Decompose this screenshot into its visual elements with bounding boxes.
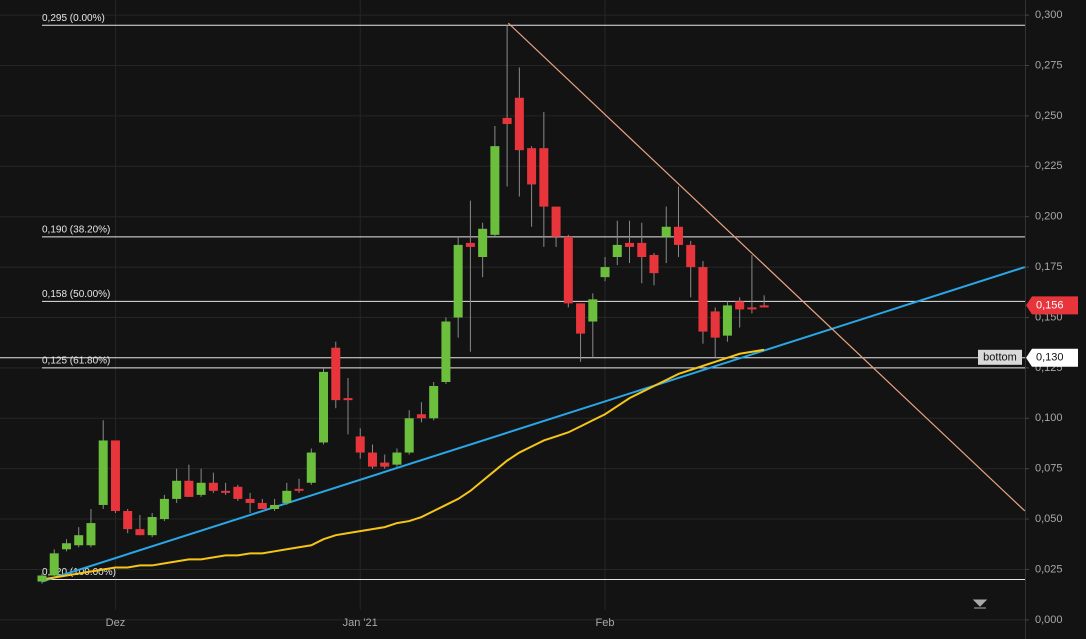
bottom-tag-label: 0,130	[1036, 352, 1064, 364]
candle-body	[159, 498, 169, 520]
candle-body	[172, 480, 182, 499]
scroll-icon[interactable]	[972, 599, 988, 609]
candle-body	[416, 414, 426, 419]
candle-body	[355, 436, 365, 453]
fib-label: 0,125 (61.80%)	[42, 356, 110, 367]
bottom-tag	[1026, 348, 1078, 367]
candle-body	[74, 535, 84, 546]
candle-body	[208, 482, 218, 491]
y-tick-label: 0,275	[1035, 59, 1063, 71]
candle-body	[319, 371, 329, 443]
candle-body	[233, 486, 243, 499]
y-tick-label: 0,050	[1035, 513, 1063, 525]
candle-body	[551, 206, 561, 237]
fib-label: 0,295 (0.00%)	[42, 13, 105, 24]
candle-body	[429, 386, 439, 419]
candle-body	[649, 254, 659, 274]
moving-average	[41, 348, 765, 581]
candle-body	[110, 440, 120, 511]
candle-body	[184, 480, 194, 497]
fib-label: 0,158 (50.00%)	[42, 289, 110, 300]
candle-body	[637, 242, 647, 258]
candle-body	[502, 117, 512, 124]
candle-body	[600, 267, 610, 278]
y-tick-label: 0,000	[1035, 614, 1063, 626]
price-tag	[1026, 296, 1078, 315]
y-tick-label: 0,250	[1035, 110, 1063, 122]
candle-body	[221, 490, 231, 493]
candle-body	[625, 242, 635, 247]
candle-body	[759, 305, 769, 308]
candle-body	[135, 529, 145, 536]
candle-body	[98, 440, 108, 505]
candle-body	[539, 148, 549, 207]
price-tag-label: 0,156	[1036, 299, 1064, 311]
bottom-name: bottom	[983, 352, 1017, 364]
candle-body	[37, 575, 47, 582]
candle-body	[490, 146, 500, 235]
candle-body	[686, 244, 696, 268]
candle-body	[257, 502, 267, 509]
candle-body	[245, 498, 255, 503]
candle-body	[747, 307, 757, 310]
candle-body	[710, 311, 720, 338]
candle-body	[527, 148, 537, 185]
candle-body	[576, 303, 586, 334]
candle-body	[612, 244, 622, 258]
trendline	[41, 266, 1026, 583]
candle-body	[453, 244, 463, 318]
bottom-name-box	[978, 349, 1022, 365]
candle-body	[306, 452, 316, 483]
candle-body	[367, 452, 377, 467]
candle-body	[196, 482, 206, 495]
trendline	[507, 22, 1026, 512]
candle-body	[331, 347, 341, 401]
candle-body	[294, 488, 304, 491]
candle-body	[661, 226, 671, 237]
candle-body	[61, 543, 71, 550]
fib-label: 0,190 (38.20%)	[42, 224, 110, 235]
candle-body	[282, 490, 292, 503]
candle-body	[147, 517, 157, 536]
y-tick-label: 0,150	[1035, 311, 1063, 323]
x-tick-label: Dez	[106, 617, 126, 629]
candle-body	[441, 321, 451, 382]
candle-body	[478, 228, 488, 258]
candle-body	[735, 301, 745, 310]
y-tick-label: 0,075	[1035, 463, 1063, 475]
candle-body	[673, 226, 683, 245]
y-tick-label: 0,025	[1035, 563, 1063, 575]
y-tick-label: 0,225	[1035, 160, 1063, 172]
candle-body	[514, 97, 524, 151]
candle-body	[343, 398, 353, 401]
candle-body	[86, 523, 96, 546]
candle-body	[722, 305, 732, 336]
y-tick-label: 0,100	[1035, 412, 1063, 424]
candle-body	[380, 462, 390, 467]
candle-body	[123, 510, 133, 530]
candle-body	[392, 452, 402, 465]
y-tick-label: 0,200	[1035, 211, 1063, 223]
candle-body	[465, 242, 475, 247]
candle-body	[563, 236, 573, 304]
candle-body	[698, 267, 708, 332]
x-tick-label: Feb	[596, 617, 615, 629]
candle-body	[270, 504, 280, 509]
candle-body	[404, 418, 414, 453]
candle-body	[588, 299, 598, 322]
candle-body	[49, 553, 59, 576]
y-tick-label: 0,300	[1035, 9, 1063, 21]
x-tick-label: Jan '21	[343, 617, 378, 629]
y-tick-label: 0,175	[1035, 261, 1063, 273]
